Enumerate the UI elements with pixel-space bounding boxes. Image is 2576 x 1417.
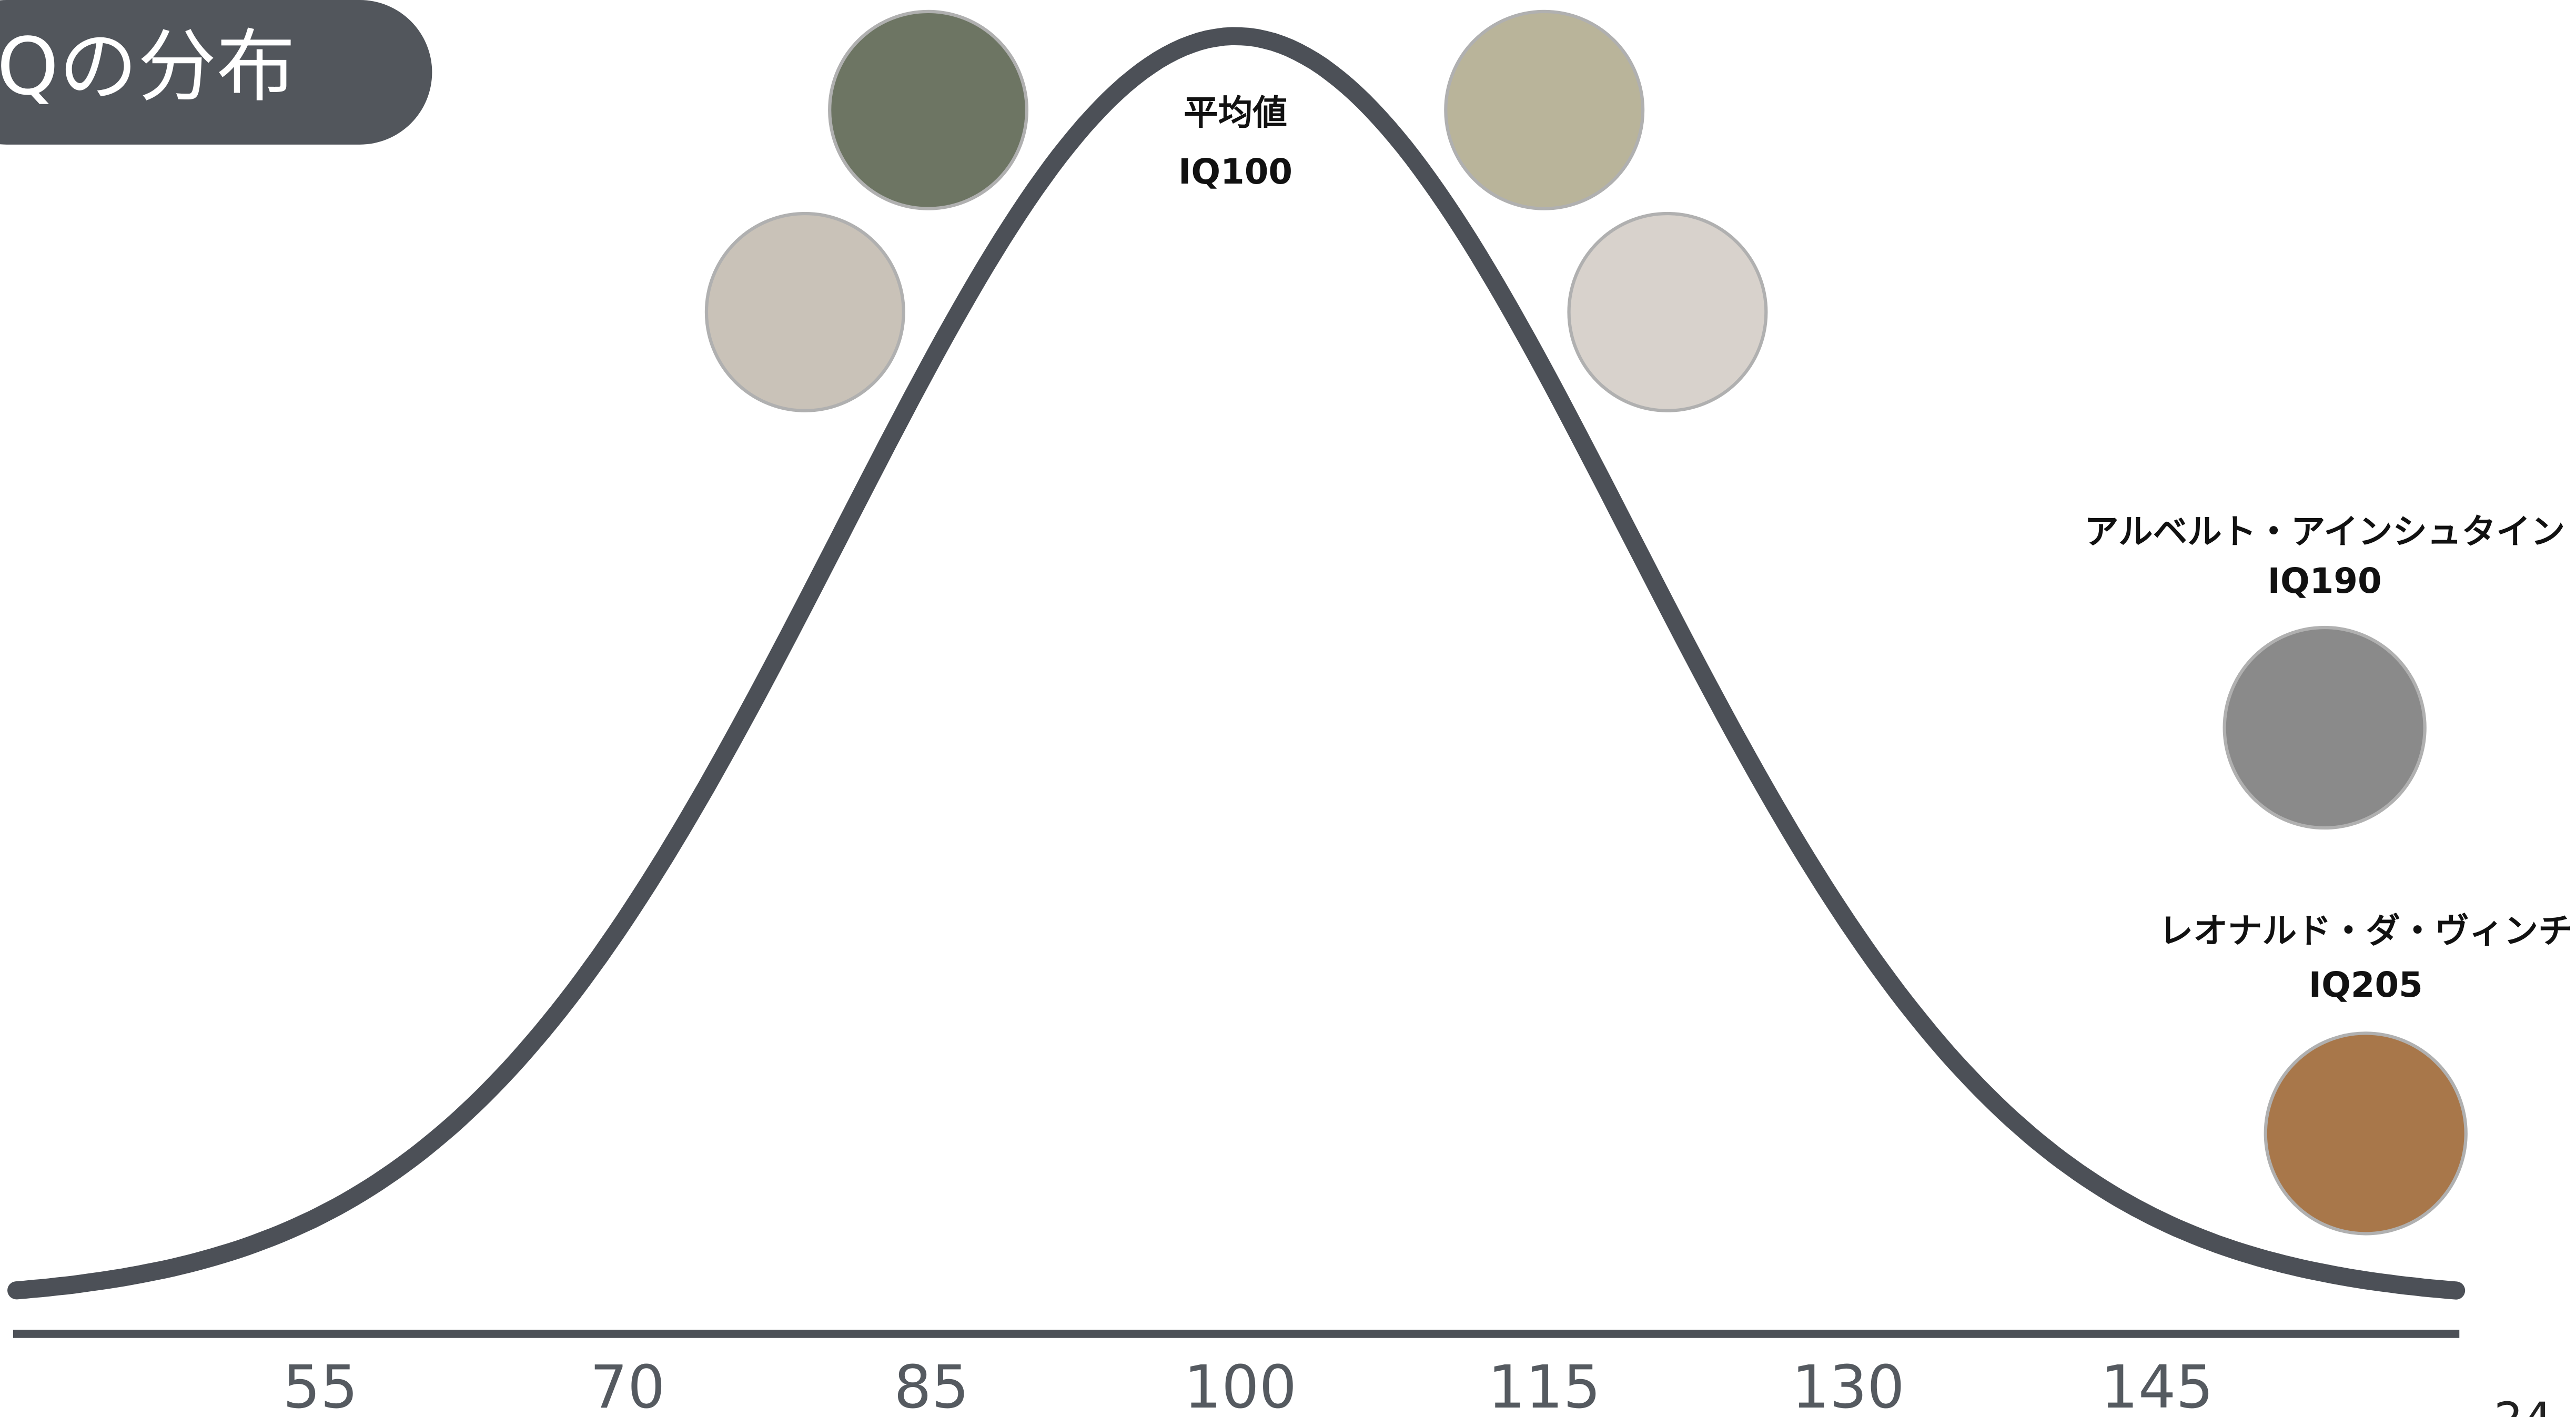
photo (828, 9, 1029, 210)
axis-label: 85 (894, 1353, 969, 1417)
axis-label: 100 (1184, 1353, 1297, 1417)
person-iq: IQ205 (2309, 965, 2423, 1005)
axis-label: 115 (1488, 1353, 1601, 1417)
page-number: 24 (2494, 1393, 2552, 1417)
mean-label: 平均値 (1184, 93, 1287, 133)
photo-einstein (2223, 625, 2427, 830)
person-name: アルベルト・アインシュタイン (2084, 512, 2565, 552)
mean-value: IQ100 (1178, 152, 1292, 192)
slide-title: Qの分布 (0, 21, 295, 113)
axis-label: 70 (590, 1353, 665, 1417)
bell-curve (7, 27, 2466, 1300)
photo (1567, 211, 1768, 412)
axis-label: 145 (2100, 1353, 2214, 1417)
axis-label: 55 (282, 1353, 358, 1417)
axis-label: 130 (1792, 1353, 1905, 1417)
title-banner (0, 0, 432, 145)
person-name: レオナルド・ダ・ヴィンチ (2159, 911, 2573, 951)
photo-da-vinci (2264, 1031, 2468, 1236)
person-iq: IQ190 (2268, 561, 2382, 601)
photo (704, 211, 905, 412)
photo (1444, 9, 1645, 210)
